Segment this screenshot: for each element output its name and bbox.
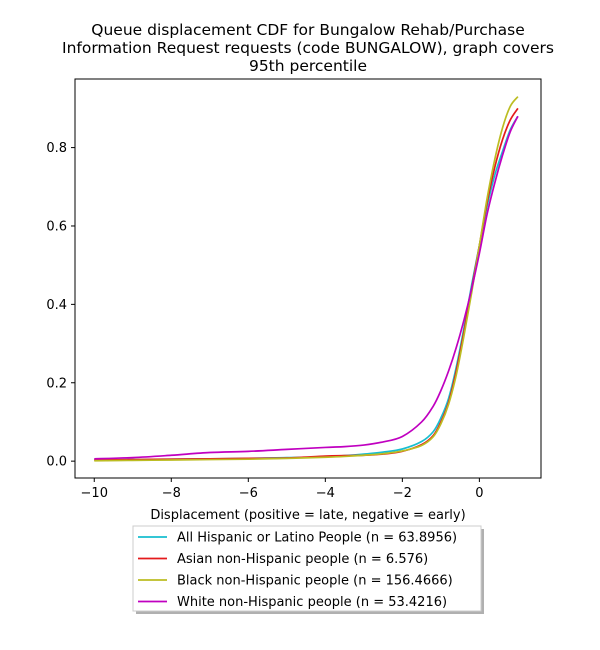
- y-tick-label: 0.0: [46, 455, 67, 470]
- legend-entry-label: All Hispanic or Latino People (n = 63.89…: [177, 531, 457, 546]
- chart-title-line: Queue displacement CDF for Bungalow Reha…: [91, 21, 524, 39]
- x-axis-ticks: −10 −8 −6 −4 −2 0: [81, 478, 484, 501]
- chart-title: Queue displacement CDF for Bungalow Reha…: [62, 21, 554, 75]
- legend-entry-label: Asian non-Hispanic people (n = 6.576): [177, 552, 428, 567]
- y-axis-ticks: 0.0 0.2 0.4 0.6 0.8: [46, 141, 75, 470]
- series-line-1: [94, 107, 519, 461]
- series-line-2: [94, 96, 519, 462]
- chart-title-line: Information Request requests (code BUNGA…: [62, 39, 554, 57]
- legend-box: [132, 525, 482, 612]
- legend-entry-label: White non-Hispanic people (n = 53.4216): [177, 595, 447, 610]
- series-lines: [94, 96, 519, 462]
- y-tick-label: 0.6: [46, 219, 67, 234]
- y-tick-label: 0.8: [46, 141, 67, 156]
- y-tick-label: 0.2: [46, 376, 67, 391]
- x-tick-label: 0: [475, 486, 483, 501]
- x-tick-label: −6: [239, 486, 258, 501]
- plot-area-frame: [74, 78, 542, 479]
- legend-entry-label: Black non-Hispanic people (n = 156.4666): [177, 574, 453, 589]
- x-axis-label: Displacement (positive = late, negative …: [150, 508, 465, 523]
- series-line-3: [94, 115, 519, 460]
- legend: All Hispanic or Latino People (n = 63.89…: [132, 525, 484, 614]
- y-tick-label: 0.4: [46, 298, 67, 313]
- x-tick-label: −8: [162, 486, 181, 501]
- x-tick-label: −4: [316, 486, 335, 501]
- series-line-0: [94, 115, 519, 461]
- chart-title-line: 95th percentile: [249, 57, 367, 75]
- x-tick-label: −10: [81, 486, 108, 501]
- x-tick-label: −2: [393, 486, 412, 501]
